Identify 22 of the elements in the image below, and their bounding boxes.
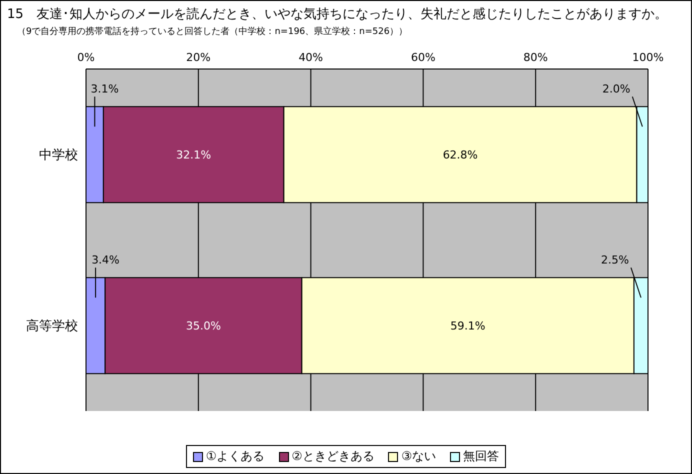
data-label: 59.1%: [450, 320, 486, 333]
data-label: 2.5%: [601, 254, 629, 267]
legend-label: ①よくある: [204, 448, 265, 465]
data-label: 62.8%: [442, 148, 478, 162]
chart-subtitle: （9で自分専用の携帯電話を持っていると回答した者（中学校：n=196、県立学校：n=526））: [17, 26, 408, 38]
x-tick-label: 0%: [77, 51, 95, 64]
legend-label: ②ときどきある: [290, 448, 374, 465]
x-tick-label: 20%: [186, 51, 211, 64]
data-label: 3.1%: [90, 82, 119, 96]
data-label: 3.4%: [92, 254, 120, 267]
chart-title: 15 友達･知人からのメールを読んだとき、いやな気持ちになったり、失礼だと感じたりしたことがありますか。: [7, 6, 668, 23]
legend-label: ③ない: [400, 448, 436, 465]
data-label: 32.1%: [176, 148, 212, 162]
y-tick-label: 高等学校: [26, 318, 78, 334]
y-tick-label: 中学校: [39, 148, 78, 164]
data-label: 35.0%: [186, 320, 221, 333]
legend-label: 無回答: [462, 448, 500, 465]
x-tick-label: 100%: [632, 51, 664, 64]
x-tick-label: 80%: [523, 51, 548, 64]
x-tick-label: 40%: [298, 51, 324, 64]
data-label: 2.0%: [602, 82, 630, 96]
x-tick-label: 60%: [410, 51, 436, 64]
